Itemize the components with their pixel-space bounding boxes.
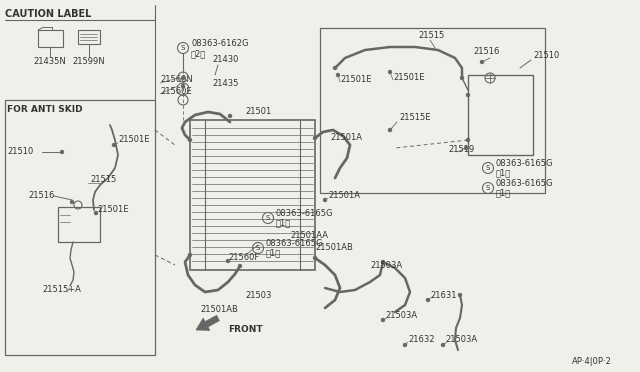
Text: FOR ANTI SKID: FOR ANTI SKID (7, 106, 83, 115)
Text: S: S (181, 45, 185, 51)
Text: 21515+A: 21515+A (42, 285, 81, 295)
Bar (5, 100, 155, 355)
Circle shape (388, 70, 392, 74)
Text: （1）: （1） (266, 248, 281, 257)
Text: 08363-6165G: 08363-6165G (496, 160, 554, 169)
Circle shape (60, 150, 64, 154)
Text: 21503: 21503 (245, 291, 271, 299)
Text: 21503A: 21503A (385, 311, 417, 320)
Circle shape (466, 93, 470, 97)
Circle shape (181, 76, 185, 80)
Text: 21519: 21519 (448, 145, 474, 154)
Text: 21510: 21510 (7, 148, 33, 157)
Text: 21501A: 21501A (328, 190, 360, 199)
Text: 08363-6162G: 08363-6162G (191, 39, 248, 48)
Circle shape (94, 211, 98, 215)
Text: FRONT: FRONT (228, 326, 262, 334)
Text: 21515: 21515 (90, 176, 116, 185)
Circle shape (181, 84, 185, 88)
Text: 08363-6165G: 08363-6165G (496, 180, 554, 189)
Circle shape (381, 260, 385, 264)
Circle shape (426, 298, 430, 302)
Text: 21510: 21510 (533, 51, 559, 60)
Circle shape (323, 198, 327, 202)
Text: 21560F: 21560F (228, 253, 259, 263)
Text: 08363-6165G: 08363-6165G (266, 240, 323, 248)
Text: 08363-6165G: 08363-6165G (276, 209, 333, 218)
Bar (190, 120, 315, 270)
Text: S: S (486, 185, 490, 191)
Text: 21515E: 21515E (399, 113, 431, 122)
Text: 21516: 21516 (28, 192, 54, 201)
Circle shape (188, 253, 192, 257)
Text: AP·4|0P·2: AP·4|0P·2 (572, 357, 612, 366)
Text: 21599N: 21599N (72, 58, 104, 67)
Circle shape (333, 66, 337, 70)
Text: 21501AA: 21501AA (290, 231, 328, 240)
Text: 21516: 21516 (473, 48, 499, 57)
Circle shape (226, 259, 230, 263)
Text: 21501E: 21501E (118, 135, 150, 144)
Text: CAUTION LABEL: CAUTION LABEL (5, 9, 92, 19)
Text: 21501E: 21501E (97, 205, 129, 215)
Text: 21501AB: 21501AB (315, 244, 353, 253)
Circle shape (441, 343, 445, 347)
Text: 21503A: 21503A (370, 260, 402, 269)
Circle shape (238, 264, 242, 268)
Text: （1）: （1） (276, 218, 291, 228)
Bar (58, 207, 100, 242)
Circle shape (336, 73, 340, 77)
Text: 21501E: 21501E (393, 74, 424, 83)
Text: S: S (256, 245, 260, 251)
Circle shape (388, 128, 392, 132)
Bar (38, 30, 63, 47)
Circle shape (112, 143, 116, 147)
Text: 21501E: 21501E (340, 76, 371, 84)
Bar (468, 75, 533, 155)
Text: 21560N: 21560N (160, 76, 193, 84)
Circle shape (70, 200, 74, 204)
Text: （2）: （2） (191, 49, 206, 58)
Text: （1）: （1） (496, 189, 511, 198)
Text: 21632: 21632 (408, 336, 435, 344)
Text: 21501: 21501 (245, 108, 271, 116)
Circle shape (480, 60, 484, 64)
Text: 21503A: 21503A (445, 336, 477, 344)
Text: 21435: 21435 (212, 80, 238, 89)
Text: 21430: 21430 (212, 55, 238, 64)
Text: 21515: 21515 (418, 32, 444, 41)
Circle shape (313, 136, 317, 140)
FancyArrow shape (196, 315, 220, 330)
Text: 21501AB: 21501AB (200, 305, 238, 314)
Circle shape (403, 343, 407, 347)
Text: 21501A: 21501A (330, 134, 362, 142)
Circle shape (313, 256, 317, 260)
Text: S: S (486, 165, 490, 171)
Text: S: S (266, 215, 270, 221)
Circle shape (464, 146, 468, 150)
Circle shape (458, 293, 462, 297)
Bar (78, 30, 100, 44)
Circle shape (188, 138, 192, 142)
Text: 21435N: 21435N (33, 58, 66, 67)
Text: 21631: 21631 (430, 291, 456, 299)
Bar (320, 28, 545, 193)
Circle shape (460, 76, 464, 80)
Text: 21560E: 21560E (160, 87, 191, 96)
Circle shape (381, 318, 385, 322)
Circle shape (466, 138, 470, 142)
Text: （1）: （1） (496, 169, 511, 177)
Circle shape (228, 114, 232, 118)
